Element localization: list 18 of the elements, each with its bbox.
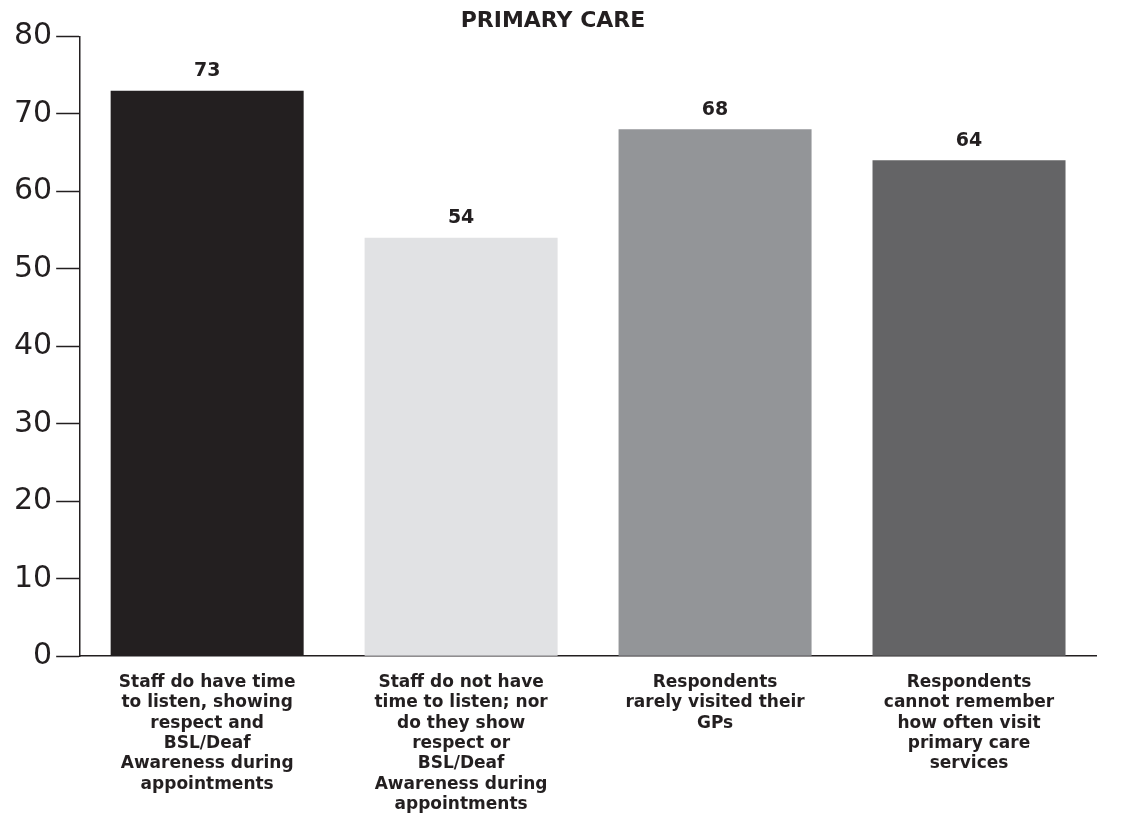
y-tick-label: 70: [13, 93, 53, 129]
chart-title: PRIMARY CARE: [460, 6, 646, 32]
x-tick-label: Respondents rarely visited their GPs: [625, 670, 806, 732]
y-tick-label: 60: [13, 171, 53, 207]
x-tick-label: Respondents cannot remember how often visit primary care services: [883, 670, 1055, 773]
y-tick-label: 0: [33, 636, 53, 671]
y-tick-label: 80: [13, 16, 53, 52]
y-tick-label: 10: [13, 558, 53, 594]
y-tick-label: 30: [13, 403, 53, 439]
data-label: 64: [955, 127, 983, 150]
data-label: 54: [447, 205, 475, 228]
y-tick-label: 50: [13, 248, 53, 284]
y-tick-label: 20: [13, 481, 53, 517]
x-tick-label: Staff do not have time to listen; nor do they show respect or BSL/Deaf Awareness during appointments: [374, 670, 549, 814]
y-tick-label: 40: [13, 326, 53, 362]
data-label: 68: [701, 96, 729, 119]
x-tick-label: Staff do have time to listen, showing respect and BSL/Deaf Awareness during appointments: [118, 670, 296, 793]
data-label: 73: [193, 58, 221, 81]
